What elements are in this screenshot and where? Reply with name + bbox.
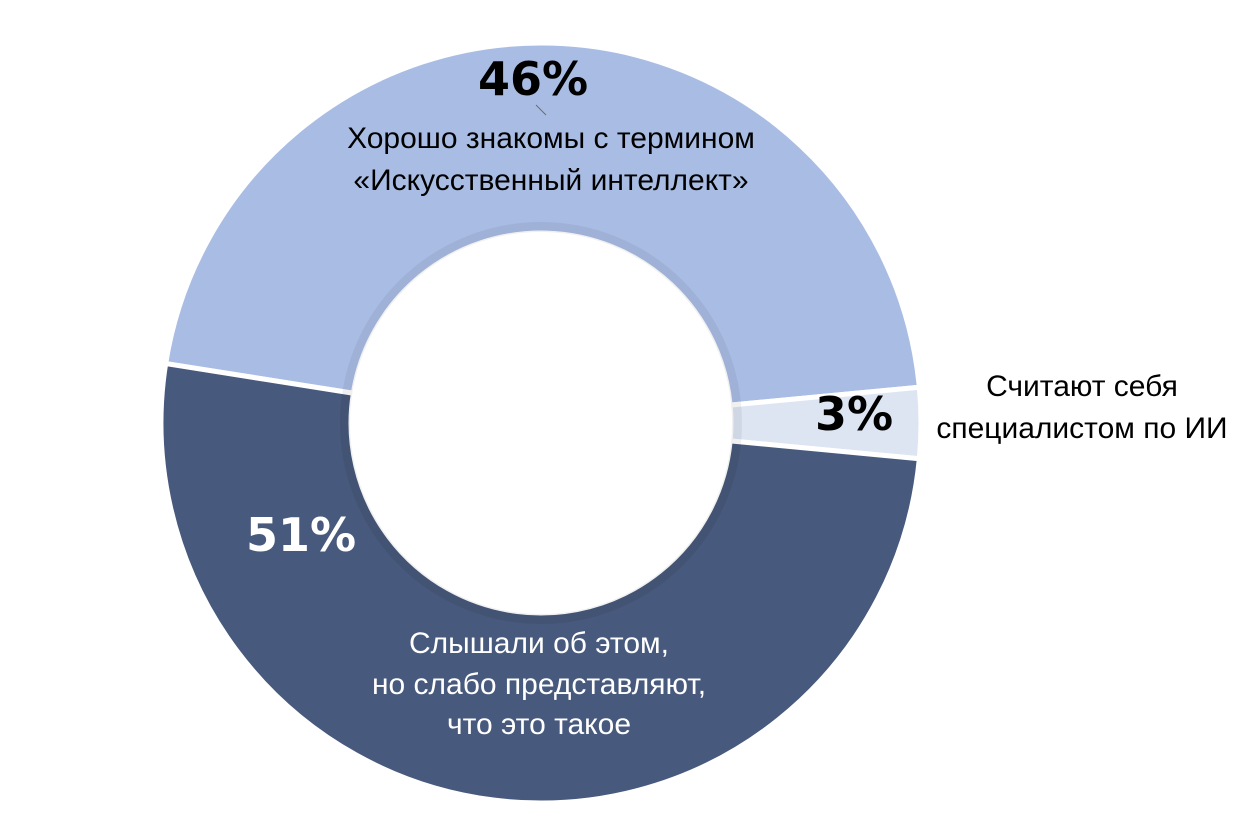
slices-layer <box>158 40 924 806</box>
slice-label-2-line-2: но слабо представляют, <box>372 668 706 701</box>
donut-inner-shade <box>340 222 742 624</box>
donut-slice-0 <box>163 40 922 408</box>
slice-label-2-line-3: что это такое <box>447 708 631 741</box>
leader-line <box>535 104 547 116</box>
donut-slice-2 <box>158 361 922 806</box>
slice-label-2-line-1: Слышали об этом, <box>409 627 669 660</box>
slice-value-label-1: 3% <box>815 387 893 441</box>
slice-label-0-line-2: «Искусственный интеллект» <box>353 164 748 197</box>
slice-label-1-line-2: специалистом по ИИ <box>936 412 1227 445</box>
labels-layer: 46% Хорошо знакомы с термином «Искусстве… <box>246 52 1228 741</box>
slice-label-0-line-1: Хорошо знакомы с термином <box>347 122 755 155</box>
slice-value-label-0: 46% <box>478 52 588 106</box>
slice-value-label-2: 51% <box>246 508 356 562</box>
slice-label-1-line-1: Считают себя <box>986 370 1178 403</box>
